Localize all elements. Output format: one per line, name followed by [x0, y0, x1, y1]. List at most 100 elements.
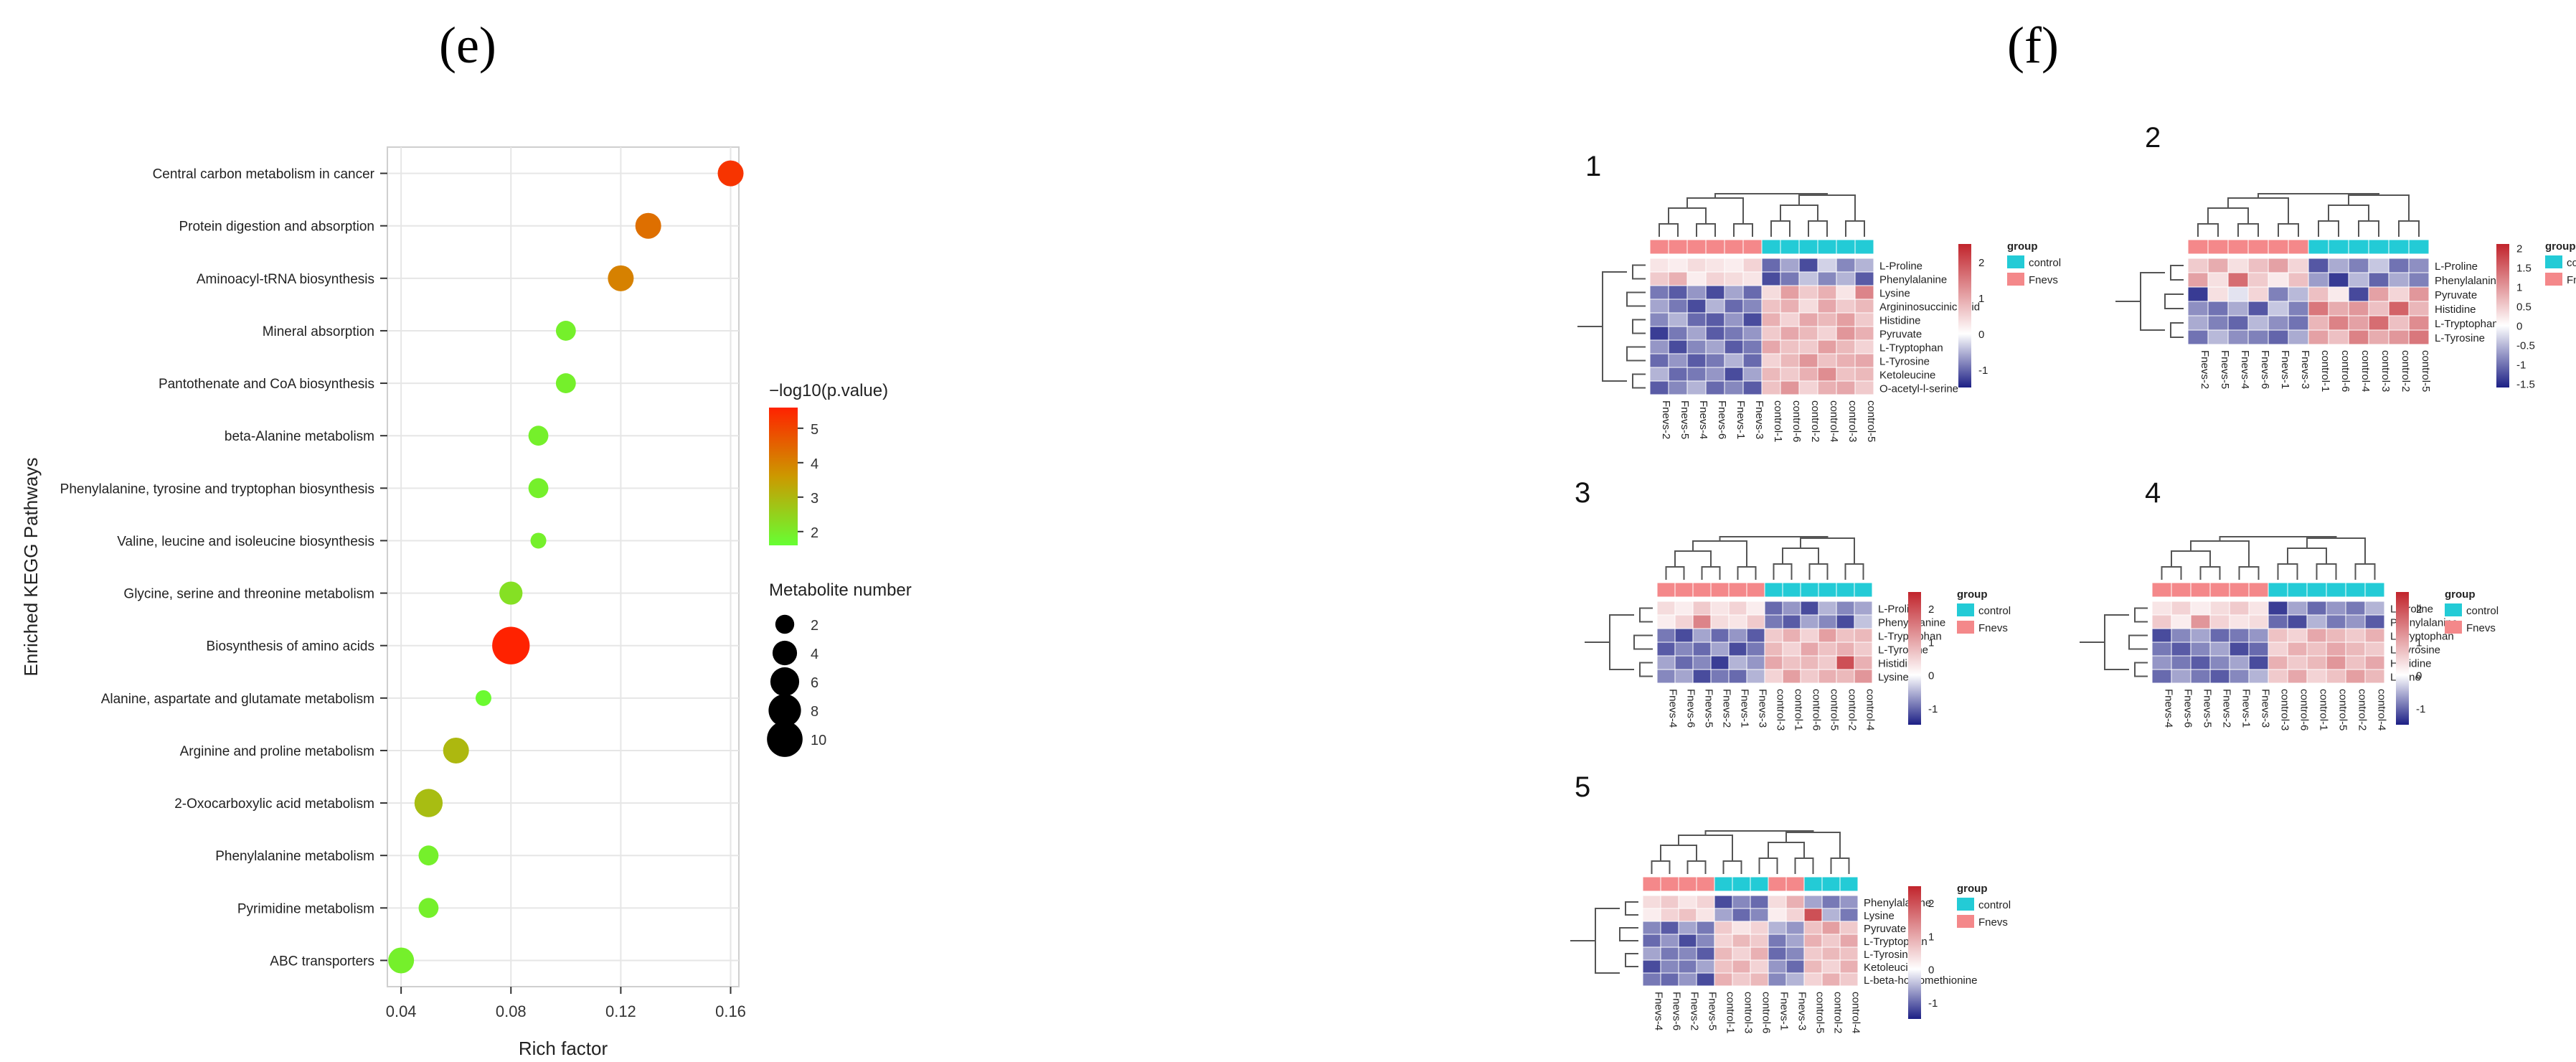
group-annotation-cell	[1660, 876, 1679, 892]
heatmap-cell	[1686, 326, 1707, 341]
group-annotation-cell	[1714, 876, 1733, 892]
category-label: Valine, leucine and isoleucine biosynthe…	[117, 534, 374, 549]
group-annotation-cell	[1817, 239, 1837, 255]
heatmap-cell	[1798, 380, 1818, 395]
heatmap-scale-label: -0.5	[2516, 340, 2535, 352]
heatmap-col-label: Fnevs-4	[2239, 350, 2251, 389]
heatmap-cell	[1724, 380, 1744, 395]
heatmap-cell	[1818, 601, 1837, 616]
group-annotation-cell	[1803, 876, 1823, 892]
size-legend-label: 10	[811, 733, 826, 748]
heatmap-cell	[2326, 669, 2346, 684]
heatmap-cell	[2151, 669, 2172, 684]
heatmap-cell	[1836, 258, 1856, 273]
heatmap-cell	[1836, 669, 1855, 684]
heatmap-col-label: Fnevs-3	[1753, 400, 1765, 439]
heatmap-cell	[1732, 895, 1751, 909]
category-label: beta-Alanine metabolism	[225, 429, 374, 444]
heatmap-col-label: control-3	[2279, 689, 2291, 730]
heatmap-cell	[2229, 601, 2250, 616]
heatmap-row-label: Argininosuccinic acid	[1879, 301, 1980, 314]
heatmap-cell	[2368, 329, 2389, 345]
bubble-point	[717, 160, 744, 187]
heatmap-cell	[1854, 271, 1874, 286]
heatmap-cell	[1836, 601, 1855, 616]
heatmap-cell	[1854, 642, 1873, 657]
heatmap-cell	[1836, 326, 1856, 341]
heatmap-cell	[1764, 642, 1783, 657]
heatmap-cell	[1782, 669, 1801, 684]
group-legend-label: Fnevs	[1978, 622, 2008, 634]
category-label: Mineral absorption	[263, 324, 374, 339]
heatmap-scale-label: 0	[1978, 329, 1984, 341]
heatmap-cell	[1817, 353, 1837, 368]
heatmap-cell	[1696, 934, 1715, 948]
heatmap-cell	[1761, 285, 1781, 300]
heatmap-cell	[2248, 655, 2269, 670]
heatmap-cell	[1660, 921, 1679, 935]
group-annotation-cell	[1818, 582, 1837, 598]
heatmap-cell	[1854, 353, 1874, 368]
heatmap-cell	[1649, 312, 1669, 327]
color-legend-title: −log10(p.value)	[769, 381, 888, 400]
heatmap-cell	[2209, 642, 2230, 657]
group-annotation-cell	[1800, 582, 1819, 598]
heatmap-cell	[2328, 258, 2349, 273]
heatmap-cell	[1686, 285, 1707, 300]
bubble-point	[555, 373, 576, 393]
heatmap-cell	[2326, 601, 2346, 616]
heatmap-cell	[2388, 329, 2410, 345]
heatmap-col-label: control-1	[1772, 400, 1784, 442]
heatmap-cell	[1732, 972, 1751, 987]
heatmap-cell	[1696, 895, 1715, 909]
heatmap-cell	[1854, 326, 1874, 341]
heatmap-cell	[1678, 946, 1697, 961]
heatmap-cell	[1836, 642, 1855, 657]
heatmap-cell	[2151, 642, 2172, 657]
heatmap-col-label: control-1	[1793, 689, 1805, 730]
heatmap-cell	[1854, 601, 1873, 616]
size-legend-label: 8	[811, 704, 818, 720]
group-annotation-cell	[1750, 876, 1769, 892]
heatmap-scale-label: 1	[1928, 931, 1934, 943]
heatmap-cell	[1714, 895, 1733, 909]
category-label: Protein digestion and absorption	[179, 220, 374, 235]
heatmap-cell	[1761, 271, 1781, 286]
heatmap-cell	[2345, 628, 2366, 643]
heatmap-row-label: L-Tryptophan	[2435, 318, 2499, 330]
heatmap-cell	[1854, 655, 1873, 670]
heatmap-cell	[1710, 614, 1730, 629]
heatmap-cell	[2308, 272, 2329, 288]
heatmap-cell	[1692, 614, 1712, 629]
heatmap-cell	[1780, 326, 1800, 341]
row-dendrogram	[1585, 607, 1653, 677]
heatmap-cell	[1696, 908, 1715, 922]
heatmap-cell	[1836, 299, 1856, 314]
bubble-point	[443, 737, 469, 763]
column-dendrogram	[2161, 536, 2376, 580]
heatmap-cell	[2368, 272, 2389, 288]
heatmap-cell	[1686, 367, 1707, 382]
group-legend-label: control	[1978, 899, 2011, 911]
bubble-point	[475, 690, 491, 706]
heatmap-row-label: Pyruvate	[1879, 329, 1922, 341]
heatmap-cell	[2408, 286, 2430, 302]
group-annotation-cell	[2268, 582, 2288, 598]
heatmap-cell	[1750, 934, 1769, 948]
heatmap-cell	[1674, 669, 1694, 684]
heatmap-cell	[1656, 642, 1676, 657]
heatmap-col-label: control-3	[1775, 689, 1787, 730]
heatmap-cell	[1649, 339, 1669, 354]
heatmap-cell	[1746, 614, 1765, 629]
heatmap-cell	[2171, 642, 2192, 657]
heatmap-scale-bar	[2396, 592, 2409, 725]
heatmap-cell	[1674, 614, 1694, 629]
heatmap-cell	[2364, 655, 2385, 670]
heatmap-cell	[1768, 946, 1787, 961]
heatmap-col-label: control-5	[2420, 350, 2432, 392]
heatmap-col-label: control-6	[1811, 689, 1823, 730]
heatmap-cell	[1854, 614, 1873, 629]
heatmap-cell	[1798, 258, 1818, 273]
category-label: ABC transporters	[270, 954, 374, 969]
heatmap-cell	[1686, 299, 1707, 314]
